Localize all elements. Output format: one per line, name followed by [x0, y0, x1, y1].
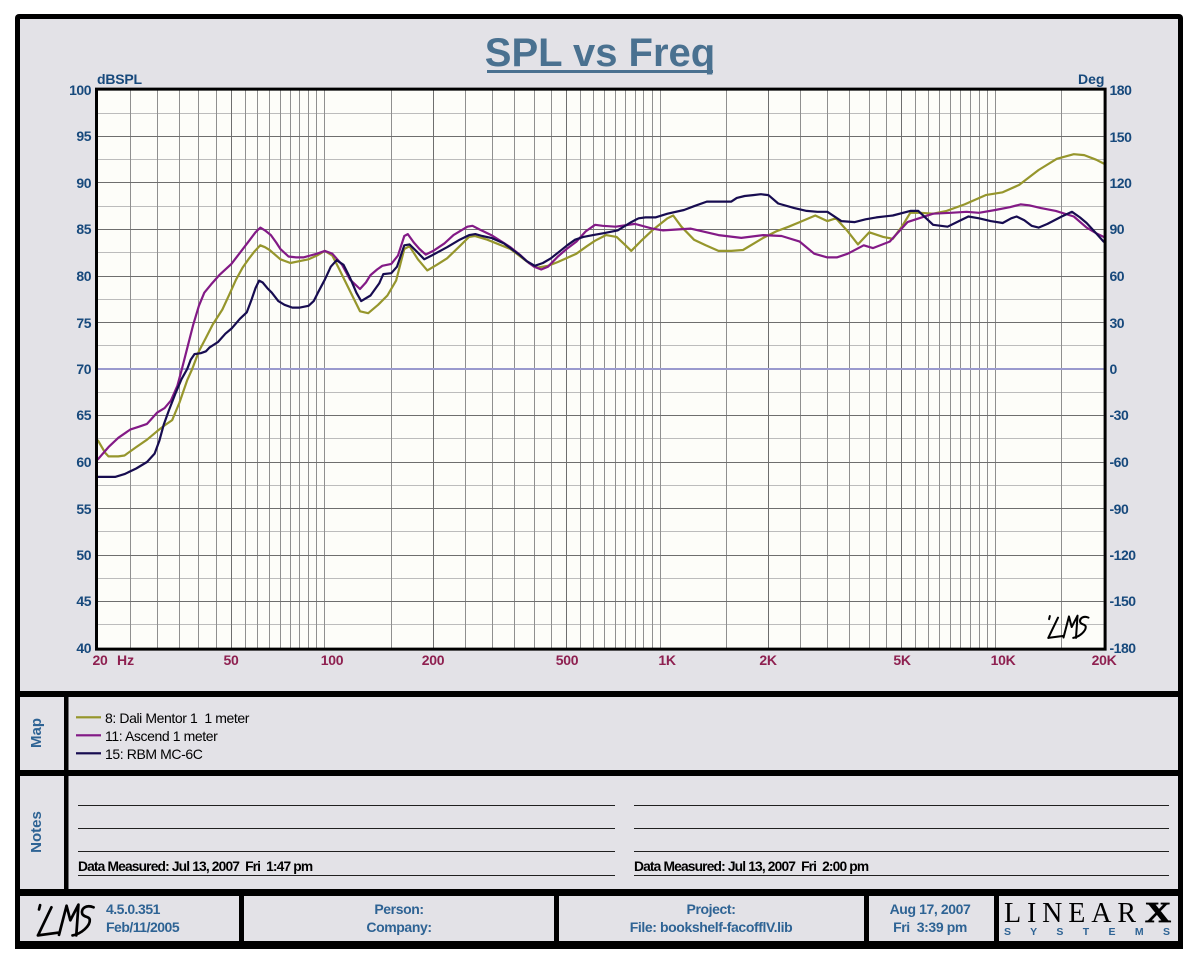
svg-text:1K: 1K [658, 652, 675, 668]
svg-text:-150: -150 [1110, 593, 1137, 609]
svg-text:90: 90 [76, 175, 91, 191]
svg-text:4.5.0.351: 4.5.0.351 [106, 901, 161, 917]
svg-text:8: Dali Mentor 1 1 meter: 8: Dali Mentor 1 1 meter [105, 710, 250, 726]
svg-text:dBSPL: dBSPL [97, 71, 143, 87]
svg-text:Data Measured: Jul 13, 2007 F: Data Measured: Jul 13, 2007 Fri 1:47 pm [78, 859, 313, 874]
svg-text:50: 50 [76, 547, 91, 563]
svg-text:55: 55 [76, 501, 91, 517]
svg-text:40: 40 [76, 640, 91, 656]
svg-text:100: 100 [321, 652, 344, 668]
svg-text:-30: -30 [1110, 407, 1129, 423]
svg-text:5K: 5K [893, 652, 910, 668]
svg-text:60: 60 [1110, 268, 1125, 284]
svg-text:500: 500 [556, 652, 579, 668]
svg-text:95: 95 [76, 128, 91, 144]
svg-text:60: 60 [76, 454, 91, 470]
svg-text:200: 200 [422, 652, 445, 668]
svg-text:85: 85 [76, 221, 91, 237]
svg-text:80: 80 [76, 268, 91, 284]
svg-text:100: 100 [69, 82, 92, 98]
svg-text:-90: -90 [1110, 501, 1129, 517]
svg-text:Notes: Notes [28, 811, 45, 853]
svg-text:70: 70 [76, 361, 91, 377]
svg-text:11: Ascend 1 meter: 11: Ascend 1 meter [105, 728, 218, 744]
svg-text:50: 50 [224, 652, 239, 668]
svg-text:0: 0 [1110, 361, 1118, 377]
svg-text:2K: 2K [759, 652, 776, 668]
svg-text:Fri 3:39 pm: Fri 3:39 pm [893, 919, 967, 935]
svg-text:-120: -120 [1110, 547, 1137, 563]
svg-text:Company:: Company: [366, 919, 431, 935]
svg-text:15: RBM MC-6C: 15: RBM MC-6C [105, 746, 203, 762]
svg-text:75: 75 [76, 315, 91, 331]
svg-text:90: 90 [1110, 221, 1125, 237]
svg-text:Deg: Deg [1078, 71, 1104, 87]
svg-text:30: 30 [1110, 315, 1125, 331]
svg-text:20K: 20K [1092, 652, 1117, 668]
svg-text:Aug 17, 2007: Aug 17, 2007 [890, 901, 971, 917]
svg-text:Person:: Person: [374, 901, 423, 917]
svg-text:-180: -180 [1110, 640, 1137, 656]
svg-text:Feb/11/2005: Feb/11/2005 [106, 919, 180, 935]
svg-text:150: 150 [1110, 129, 1133, 145]
svg-text:45: 45 [76, 593, 91, 609]
svg-text:10K: 10K [991, 652, 1016, 668]
svg-text:-60: -60 [1110, 454, 1129, 470]
svg-text:Data Measured: Jul 13, 2007 F: Data Measured: Jul 13, 2007 Fri 2:00 pm [634, 859, 869, 874]
svg-text:Project:: Project: [687, 901, 736, 917]
svg-text:120: 120 [1110, 175, 1133, 191]
svg-text:180: 180 [1110, 82, 1133, 98]
svg-text:Hz: Hz [117, 652, 134, 668]
svg-text:65: 65 [76, 407, 91, 423]
svg-text:Map: Map [28, 718, 45, 748]
svg-text:SPL vs Freq: SPL vs Freq [485, 31, 715, 75]
svg-text:File: bookshelf-facofflV.lib: File: bookshelf-facofflV.lib [630, 919, 793, 935]
svg-text:20: 20 [93, 652, 108, 668]
svg-text:X: X [1145, 897, 1171, 929]
